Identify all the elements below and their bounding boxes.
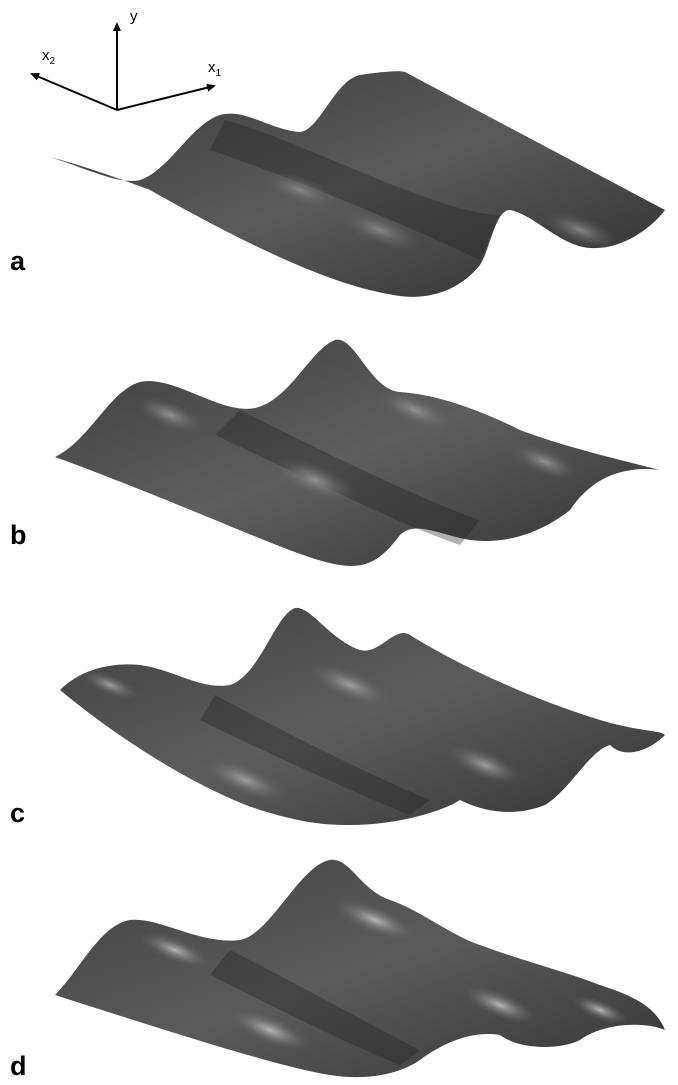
x1-axis-arrow bbox=[116, 83, 216, 111]
surface-b bbox=[55, 339, 660, 566]
panel-label-c: c bbox=[10, 798, 26, 828]
panel-label-d: d bbox=[10, 1051, 27, 1081]
x2-axis-label: x2 bbox=[42, 47, 56, 67]
axes-triad bbox=[30, 22, 216, 111]
panel-a: a bbox=[0, 60, 678, 305]
panel-d: d bbox=[0, 845, 678, 1085]
surface-d bbox=[55, 859, 665, 1078]
x2-axis-arrow bbox=[30, 73, 118, 111]
panel-label-b: b bbox=[10, 520, 27, 550]
panel-c: c bbox=[0, 600, 678, 830]
surface-c bbox=[60, 607, 665, 825]
x1-axis-label: x1 bbox=[208, 59, 222, 79]
y-axis-label: y bbox=[130, 8, 138, 25]
panel-label-a: a bbox=[10, 246, 26, 276]
surface-a bbox=[50, 71, 665, 297]
panel-b: b bbox=[0, 330, 678, 570]
